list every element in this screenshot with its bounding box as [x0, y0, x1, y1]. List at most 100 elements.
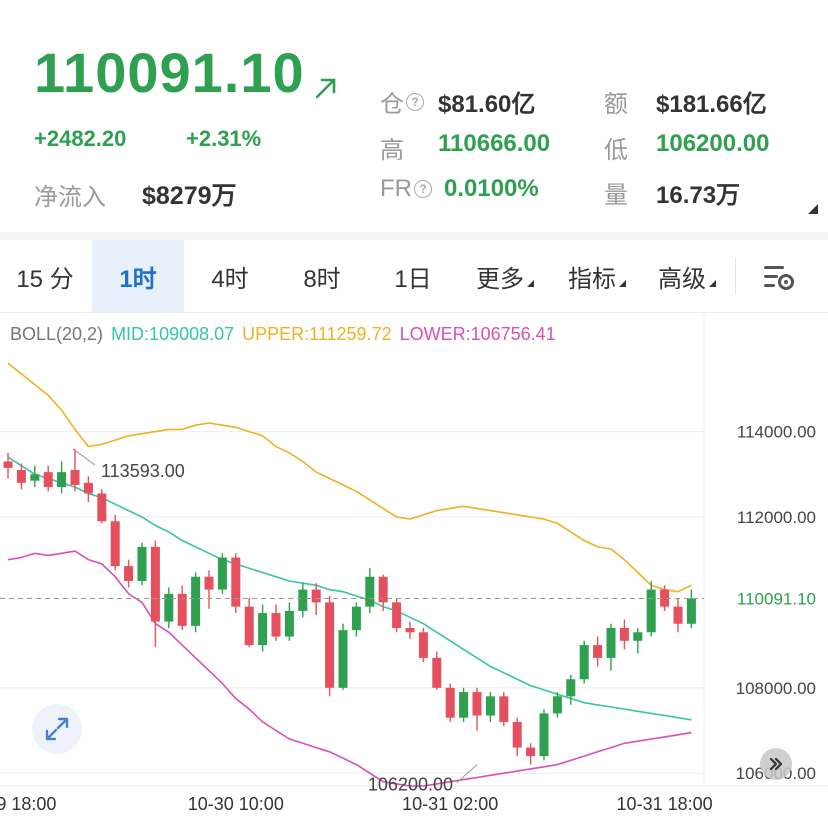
y-tick-label: 108000.00	[736, 679, 816, 698]
x-tick-label: 10-31 02:00	[402, 794, 498, 814]
low-value: 106200.00	[656, 130, 770, 157]
last-price-label: 110091.10	[737, 589, 816, 608]
x-tick-label: 29 18:00	[0, 794, 56, 814]
candle-body	[83, 482, 93, 494]
candle-body	[150, 546, 160, 622]
boll-lower-line	[7, 550, 692, 787]
tab-more[interactable]: 更多	[460, 240, 550, 312]
low-label: 低	[604, 137, 628, 164]
candle-body	[124, 566, 134, 582]
chart-settings-icon[interactable]	[760, 262, 796, 294]
expand-triangle-icon[interactable]	[808, 204, 818, 214]
tab-more-label: 更多	[476, 265, 524, 293]
candle-body	[258, 613, 268, 646]
fr-value: 0.0100%	[444, 175, 539, 202]
boll-name: BOLL(20,2)	[10, 324, 104, 344]
candle-body	[552, 696, 562, 714]
candle-body	[57, 472, 67, 488]
amount-value: $181.66亿	[656, 91, 767, 118]
max-price-label: 113593.00	[101, 461, 185, 481]
help-icon[interactable]: ?	[406, 92, 424, 111]
candle-body	[97, 493, 107, 522]
section-divider	[0, 232, 828, 240]
tab-advanced-label: 高级	[658, 265, 706, 293]
candle-body	[231, 557, 241, 607]
candle-body	[593, 645, 603, 658]
candle-body	[418, 632, 428, 658]
dropdown-triangle-icon	[709, 279, 716, 287]
candle-body	[338, 630, 348, 688]
candle-body	[70, 470, 80, 485]
candle-body	[191, 576, 201, 626]
interval-tabs: 15 分 1时 4时 8时 1日 更多 指标 高级	[0, 240, 828, 313]
tab-indicators-label: 指标	[568, 265, 616, 293]
candle-body	[660, 589, 670, 607]
candle-body	[485, 696, 495, 716]
tab-4h[interactable]: 4时	[211, 265, 249, 293]
fullscreen-button[interactable]	[32, 704, 82, 754]
candle-body	[284, 610, 294, 637]
help-icon[interactable]: ?	[414, 180, 432, 198]
position-label: 仓 ?	[380, 84, 424, 119]
boll-lower: LOWER:106756.41	[399, 324, 556, 344]
candle-body	[365, 576, 375, 607]
candle-body	[526, 747, 536, 757]
candle-body	[244, 606, 254, 646]
candle-body	[110, 521, 120, 567]
candle-body	[271, 613, 281, 637]
last-price: 110091.10	[34, 41, 305, 104]
candle-body	[579, 645, 589, 680]
tab-indicators[interactable]: 指标	[552, 240, 642, 312]
candle-body	[606, 628, 616, 658]
tab-8h[interactable]: 8时	[303, 265, 341, 293]
tab-advanced[interactable]: 高级	[642, 240, 732, 312]
candle-body	[3, 461, 13, 468]
candle-body	[137, 546, 147, 582]
candle-body	[311, 589, 321, 603]
expand-arrows-icon	[45, 717, 69, 741]
tab-1d[interactable]: 1日	[394, 265, 432, 293]
max-leader	[72, 448, 96, 466]
boll-upper: UPPER:111259.72	[242, 324, 392, 344]
candle-body	[673, 606, 683, 624]
x-tick-label: 10-30 10:00	[188, 794, 284, 814]
volume-label: 量	[604, 182, 628, 209]
scroll-latest-button[interactable]	[760, 748, 792, 780]
tab-1h[interactable]: 1时	[92, 240, 184, 312]
candle-body	[177, 593, 187, 626]
fr-label: FR ?	[380, 175, 432, 203]
y-tick-label: 112000.00	[737, 508, 816, 527]
boll-mid-line	[7, 456, 692, 721]
dropdown-triangle-icon	[619, 279, 626, 287]
candle-body	[351, 606, 361, 631]
high-value: 110666.00	[438, 130, 551, 157]
price-change-pct: +2.31%	[186, 126, 262, 151]
last-price-tag	[706, 581, 826, 616]
candle-body	[405, 628, 415, 633]
net-inflow-label: 净流入	[34, 184, 106, 211]
candle-body	[633, 632, 643, 641]
candle-body	[432, 657, 442, 688]
candle-body	[378, 576, 388, 603]
high-label: 高	[380, 137, 404, 164]
tab-15m[interactable]: 15 分	[16, 265, 74, 293]
candle-body	[16, 470, 26, 483]
y-tick-label: 114000.00	[737, 423, 816, 442]
candle-body	[646, 589, 656, 633]
candle-body	[298, 589, 308, 611]
tab-separator	[735, 258, 736, 294]
candle-body	[164, 593, 174, 622]
candle-body	[459, 692, 469, 718]
candle-body	[619, 628, 629, 641]
candle-body	[566, 679, 576, 697]
ticker-header: 110091.10 +2482.20 +2.31% 净流入 $8279万 仓 ?…	[0, 0, 828, 232]
candle-body	[325, 602, 335, 688]
net-inflow-value: $8279万	[142, 182, 237, 210]
volume-value: 16.73万	[656, 182, 741, 209]
price-change: +2482.20	[34, 126, 127, 151]
min-price-label: 106200.00	[368, 775, 453, 795]
boll-mid: MID:109008.07	[111, 324, 235, 344]
candle-body	[204, 576, 214, 590]
candle-body	[499, 696, 509, 722]
